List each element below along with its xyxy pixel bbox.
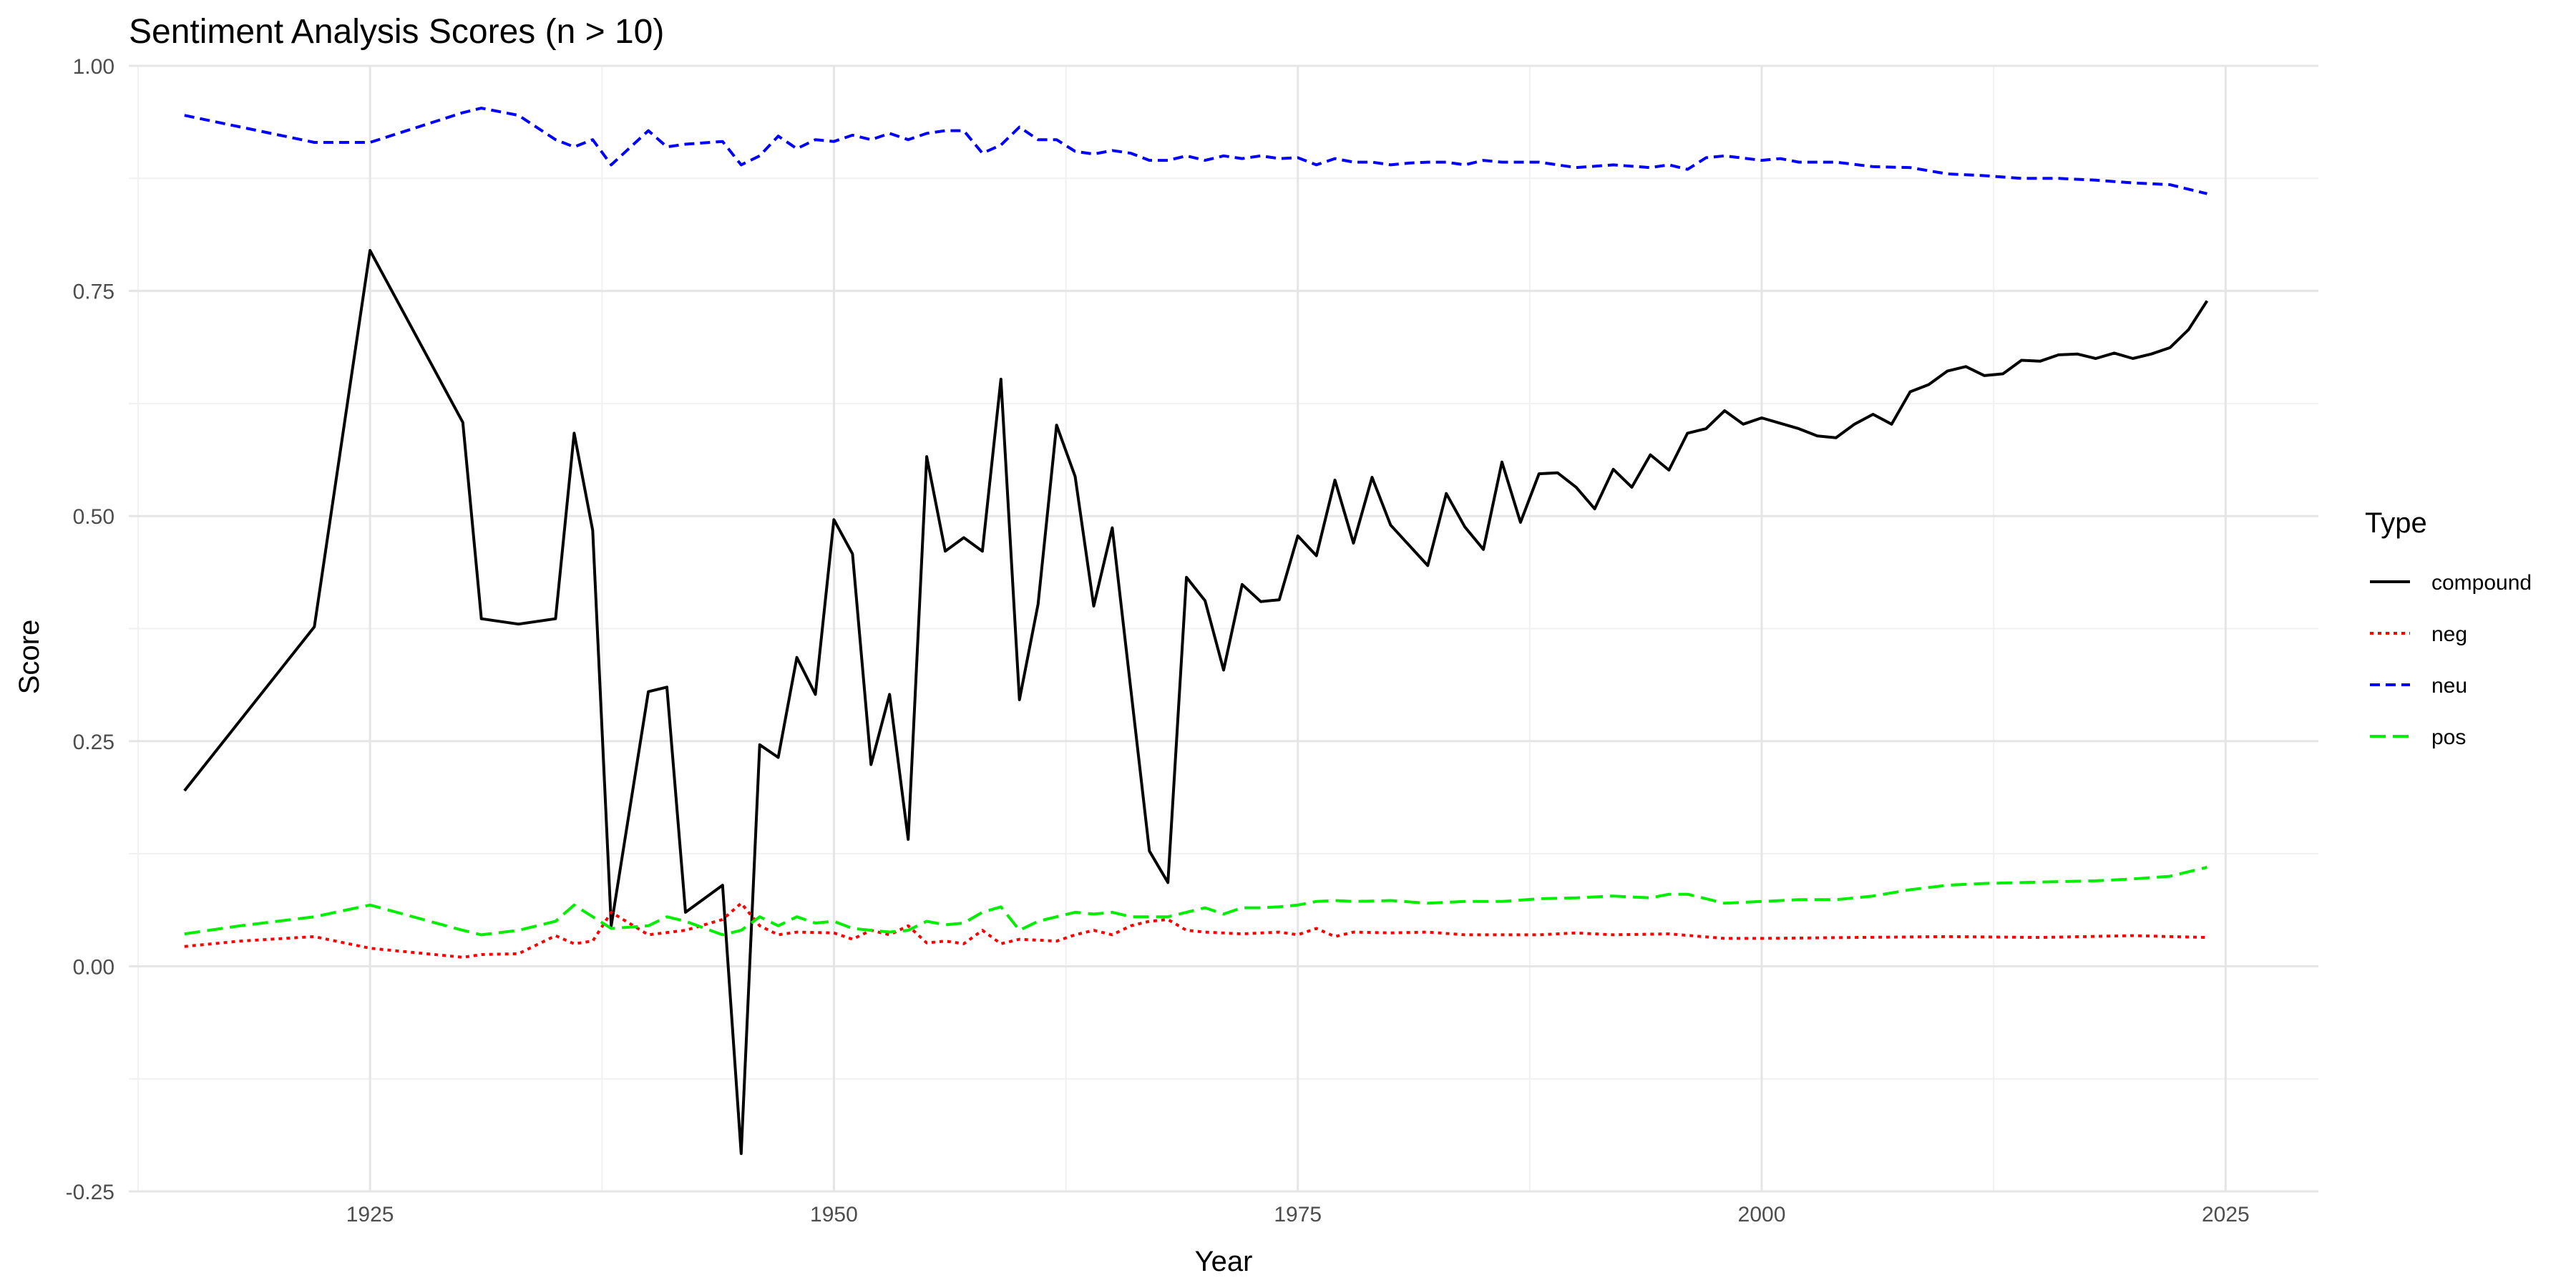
y-tick-label: 1.00 [73,55,114,79]
legend-item-neg: neg [2370,623,2467,646]
x-tick-label: 1950 [810,1203,858,1226]
series-line-compound [183,249,2209,1156]
y-tick-label: 0.75 [73,280,114,304]
y-tick-label: -0.25 [66,1181,114,1204]
grid [129,64,2318,1193]
legend-label: neg [2431,623,2467,646]
series-line-neu [184,107,2207,195]
legend-label: compound [2431,571,2532,595]
legend-item-compound: compound [2370,571,2532,595]
series-line-neg [184,902,2207,959]
y-axis: -0.25 0.00 0.25 0.50 0.75 1.00 [66,55,114,1204]
series-line-pos [184,866,2207,937]
x-axis: 1925 1950 1975 2000 2025 [346,1203,2250,1226]
y-tick-label: 0.25 [73,731,114,754]
legend-label: pos [2431,726,2466,749]
legend-label: neu [2431,674,2467,698]
y-tick-label: 0.00 [73,955,114,979]
y-axis-title: Score [14,620,45,695]
x-tick-label: 1925 [346,1203,394,1226]
chart-title: Sentiment Analysis Scores (n > 10) [129,13,664,51]
x-tick-label: 2000 [1738,1203,1786,1226]
y-tick-label: 0.50 [73,505,114,529]
legend-item-pos: pos [2370,726,2466,749]
x-tick-label: 1975 [1274,1203,1322,1226]
legend: Type compound neg neu pos [2365,507,2532,749]
legend-title: Type [2365,507,2427,539]
legend-item-neu: neu [2370,674,2467,698]
x-tick-label: 2025 [2202,1203,2250,1226]
x-axis-title: Year [1195,1246,1253,1277]
plot-area [183,107,2209,1156]
